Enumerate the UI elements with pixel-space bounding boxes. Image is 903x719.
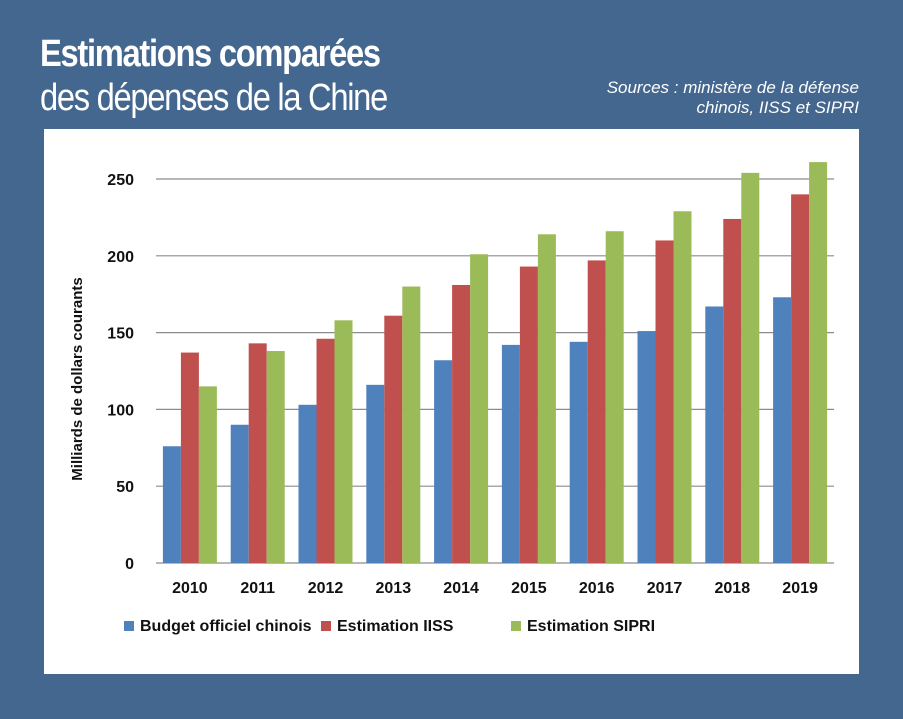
bar-estimation-iiss bbox=[452, 284, 471, 563]
x-tick-label: 2012 bbox=[308, 580, 344, 597]
title-line-1: Estimations comparées bbox=[40, 33, 381, 75]
y-tick-label: 200 bbox=[107, 249, 134, 266]
bar-budget-officiel bbox=[366, 384, 385, 563]
bar-estimation-iiss bbox=[587, 260, 606, 563]
x-tick-label: 2019 bbox=[782, 580, 818, 597]
bar-budget-officiel bbox=[162, 446, 181, 563]
y-tick-label: 100 bbox=[107, 402, 134, 419]
legend-item-budget-officiel: Budget officiel chinois bbox=[140, 618, 312, 635]
bar-budget-officiel bbox=[434, 360, 453, 563]
legend-swatch bbox=[511, 621, 521, 631]
bar-estimation-sipri bbox=[334, 320, 353, 563]
bar-budget-officiel bbox=[637, 331, 656, 563]
bar-budget-officiel bbox=[230, 424, 249, 563]
bar-estimation-iiss bbox=[248, 343, 267, 563]
bar-budget-officiel bbox=[705, 306, 724, 563]
sources-line-2: chinois, IISS et SIPRI bbox=[696, 98, 859, 117]
bar-estimation-sipri bbox=[605, 231, 624, 563]
y-axis-label: Milliards de dollars courants bbox=[69, 277, 86, 480]
bar-budget-officiel bbox=[298, 404, 317, 563]
y-tick-label: 250 bbox=[107, 172, 134, 189]
x-tick-label: 2016 bbox=[579, 580, 615, 597]
sources-note: Sources : ministère de la défense chinoi… bbox=[539, 78, 859, 118]
x-tick-label: 2014 bbox=[443, 580, 479, 597]
bar-estimation-sipri bbox=[741, 172, 760, 563]
bar-budget-officiel bbox=[569, 341, 588, 563]
bar-estimation-sipri bbox=[537, 234, 556, 563]
legend-item-estimation-iiss: Estimation IISS bbox=[337, 618, 454, 635]
legend-swatch bbox=[124, 621, 134, 631]
x-tick-label: 2017 bbox=[647, 580, 683, 597]
sources-line-1: Sources : ministère de la défense bbox=[606, 78, 859, 97]
y-tick-label: 0 bbox=[125, 556, 134, 573]
x-tick-label: 2015 bbox=[511, 580, 547, 597]
bar-estimation-sipri bbox=[266, 351, 285, 563]
legend-swatch bbox=[321, 621, 331, 631]
bar-estimation-sipri bbox=[470, 254, 489, 563]
bar-estimation-iiss bbox=[384, 315, 403, 563]
bar-estimation-iiss bbox=[655, 240, 674, 563]
x-tick-label: 2018 bbox=[715, 580, 751, 597]
bar-estimation-sipri bbox=[809, 162, 828, 563]
bar-estimation-iiss bbox=[316, 338, 335, 563]
x-tick-label: 2013 bbox=[376, 580, 412, 597]
x-tick-label: 2011 bbox=[240, 580, 275, 597]
bar-chart: 0 50 100 150 200 250 Milliards de dollars cour… bbox=[69, 162, 834, 635]
bar-estimation-iiss bbox=[519, 266, 538, 563]
bar-estimation-iiss bbox=[791, 194, 810, 564]
chart-panel: 0 50 100 150 200 250 Milliards de dollars cour… bbox=[44, 129, 859, 674]
y-tick-label: 50 bbox=[116, 479, 134, 496]
bar-estimation-sipri bbox=[198, 386, 217, 563]
bar-estimation-iiss bbox=[180, 352, 199, 563]
legend-item-estimation-sipri: Estimation SIPRI bbox=[527, 618, 655, 635]
page-title: Estimations comparées des dépenses de la… bbox=[40, 32, 388, 120]
bar-estimation-iiss bbox=[723, 218, 742, 563]
bar-estimation-sipri bbox=[402, 286, 421, 563]
x-tick-label: 2010 bbox=[172, 580, 208, 597]
title-line-2: des dépenses de la Chine bbox=[40, 77, 388, 119]
bar-budget-officiel bbox=[501, 344, 520, 563]
bar-estimation-sipri bbox=[673, 211, 692, 564]
bar-budget-officiel bbox=[773, 297, 792, 563]
y-tick-label: 150 bbox=[107, 326, 134, 343]
